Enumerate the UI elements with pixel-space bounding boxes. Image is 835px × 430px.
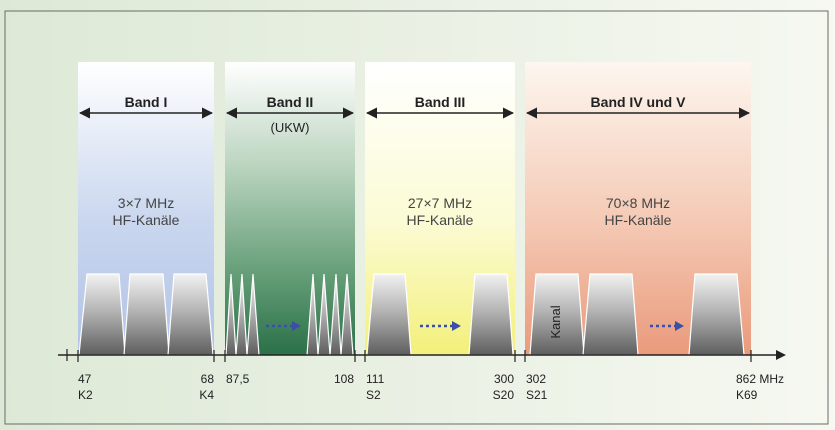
frame-border	[4, 10, 829, 425]
band-1-info-line2: HF-Kanäle	[113, 212, 180, 228]
axis-label-channel: K69	[736, 388, 758, 402]
channel-label: Kanal	[548, 305, 563, 338]
band-3-channel	[468, 273, 514, 356]
continuation-arrowhead	[452, 321, 461, 331]
axis-label-channel: K2	[78, 388, 93, 402]
band-2-sublabel: (UKW)	[271, 120, 310, 135]
band-3-channel	[366, 273, 412, 356]
band-1-channel	[167, 273, 214, 356]
band-1-channel	[123, 273, 170, 356]
axis-label-freq: 87,5	[226, 372, 250, 386]
band-3-info-line2: HF-Kanäle	[407, 212, 474, 228]
axis-arrowhead	[776, 350, 786, 360]
band-4-5-label: Band IV und V	[591, 94, 687, 110]
band-3-label: Band III	[415, 94, 466, 110]
band-4-5-channel	[688, 273, 745, 356]
band-1-channel	[78, 273, 126, 356]
axis-label-freq: 47	[78, 372, 92, 386]
continuation-arrowhead	[292, 321, 301, 331]
axis-label-freq: 300	[494, 372, 514, 386]
band-2-label: Band II	[267, 94, 314, 110]
band-4-5-channel	[582, 273, 639, 356]
band-4-5-info-line1: 70×8 MHz	[606, 195, 670, 211]
axis-label-channel: S21	[526, 388, 548, 402]
band-1-info-line1: 3×7 MHz	[118, 195, 174, 211]
band-4-5-info-line2: HF-Kanäle	[605, 212, 672, 228]
axis-label-freq: 68	[201, 372, 215, 386]
axis-label-freq: 302	[526, 372, 546, 386]
continuation-arrowhead	[675, 321, 684, 331]
band-3-info-line1: 27×7 MHz	[408, 195, 472, 211]
axis-label-freq: 111	[366, 372, 385, 386]
band-1-label: Band I	[125, 94, 168, 110]
axis-label-channel: S20	[493, 388, 515, 402]
axis-label-channel: K4	[199, 388, 214, 402]
axis-label-channel: S2	[366, 388, 381, 402]
axis-label-freq: 108	[334, 372, 354, 386]
axis-label-freq: 862 MHz	[736, 372, 784, 386]
